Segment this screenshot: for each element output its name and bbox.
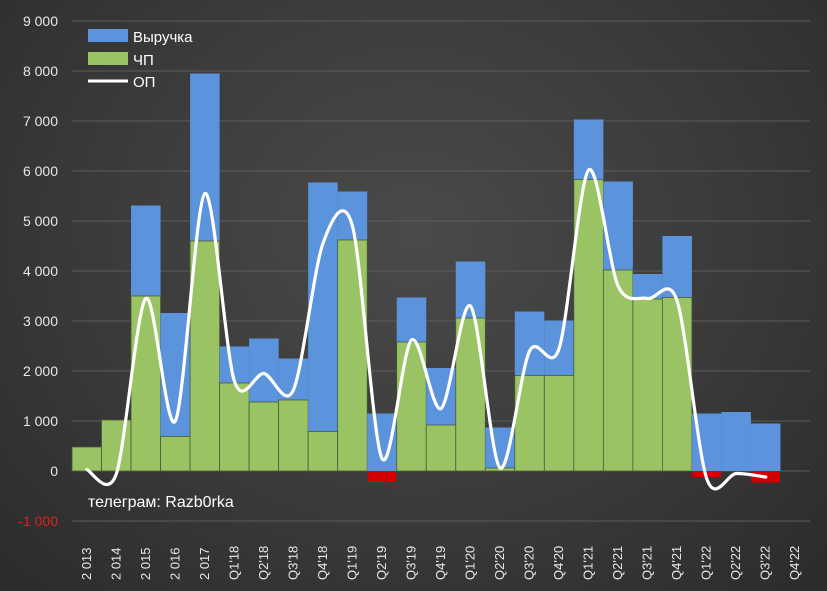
- x-tick-label: Q4'18: [315, 546, 330, 580]
- y-tick-label: 0: [50, 463, 58, 479]
- net-profit-bar: [602, 269, 634, 472]
- x-tick-label: Q1'21: [581, 546, 596, 580]
- net-profit-bar: [662, 297, 693, 472]
- revenue-bar: [750, 423, 781, 471]
- y-axis-ticks: 9 000 8 000 7 000 6 000 5 000 4 000 3 000 2 000…: [18, 13, 58, 529]
- net-profit-bar: [71, 446, 102, 472]
- x-axis-ticks: 2 013 2 014 2 015 2 016 2 017 Q1'18 Q2'18 Q3'18…: [79, 546, 802, 580]
- x-tick-label: 2 017: [197, 547, 212, 580]
- net-profit-bar: [189, 240, 221, 472]
- x-tick-label: Q4'22: [787, 546, 802, 580]
- legend-label-operating-profit: ОП: [133, 74, 155, 91]
- x-tick-label: Q3'19: [403, 546, 418, 580]
- net-profit-bar: [248, 401, 280, 472]
- bars: [71, 73, 781, 483]
- legend-swatch-net-profit: [88, 52, 128, 65]
- x-tick-label: Q1'18: [226, 546, 241, 580]
- legend-swatch-revenue: [88, 29, 128, 42]
- net-profit-bar: [425, 424, 457, 472]
- x-tick-label: Q2'22: [728, 546, 743, 580]
- x-tick-label: Q1'20: [463, 546, 478, 580]
- net-profit-bar-negative: [367, 471, 397, 482]
- revenue-bar: [367, 413, 397, 471]
- x-tick-label: Q3'21: [640, 546, 655, 580]
- x-tick-label: Q2'18: [256, 546, 271, 580]
- legend-label-net-profit: ЧП: [133, 52, 154, 69]
- op-line-layer: [85, 168, 768, 491]
- net-profit-bar: [455, 317, 486, 472]
- net-profit-bar: [278, 399, 309, 472]
- x-tick-label: 2 014: [108, 547, 123, 580]
- y-tick-label: 7 000: [23, 113, 58, 129]
- legend-label-revenue: Выручка: [133, 29, 193, 46]
- net-profit-bar: [219, 382, 250, 472]
- x-tick-label: 2 015: [138, 547, 153, 580]
- x-tick-label: Q2'19: [374, 546, 389, 580]
- y-tick-label: 5 000: [23, 213, 58, 229]
- x-tick-label: Q3'18: [285, 546, 300, 580]
- revenue-bar: [308, 182, 338, 471]
- legend: Выручка ЧП ОП: [88, 29, 193, 91]
- x-tick-label: Q3'20: [522, 546, 537, 580]
- net-profit-bar: [307, 431, 339, 472]
- y-tick-label: 4 000: [23, 263, 58, 279]
- x-tick-label: Q3'22: [758, 546, 773, 580]
- telegram-annotation: телеграм: Razb0rka: [88, 494, 234, 511]
- operating-profit-line: [85, 168, 768, 491]
- y-tick-label: 3 000: [23, 313, 58, 329]
- y-tick-label: 9 000: [23, 13, 58, 29]
- revenue-bar: [721, 412, 751, 471]
- net-profit-bar: [632, 298, 663, 472]
- net-profit-bar: [101, 419, 132, 472]
- net-profit-bar: [160, 436, 191, 472]
- net-profit-bar: [543, 375, 575, 472]
- x-tick-label: Q2'20: [492, 546, 507, 580]
- net-profit-bar: [337, 239, 368, 472]
- net-profit-bar: [573, 179, 604, 472]
- y-tick-label: -1 000: [18, 513, 58, 529]
- y-tick-label: 6 000: [23, 163, 58, 179]
- x-tick-label: Q4'20: [551, 546, 566, 580]
- x-tick-label: Q1'19: [344, 546, 359, 580]
- y-tick-label: 8 000: [23, 63, 58, 79]
- net-profit-bar: [130, 295, 161, 472]
- x-tick-label: Q4'21: [669, 546, 684, 580]
- x-tick-label: 2 016: [167, 547, 182, 580]
- x-tick-label: Q1'22: [699, 546, 714, 580]
- x-tick-label: Q4'19: [433, 546, 448, 580]
- x-tick-label: Q2'21: [610, 546, 625, 580]
- y-tick-label: 2 000: [23, 363, 58, 379]
- y-tick-label: 1 000: [23, 413, 58, 429]
- x-tick-label: 2 013: [79, 547, 94, 580]
